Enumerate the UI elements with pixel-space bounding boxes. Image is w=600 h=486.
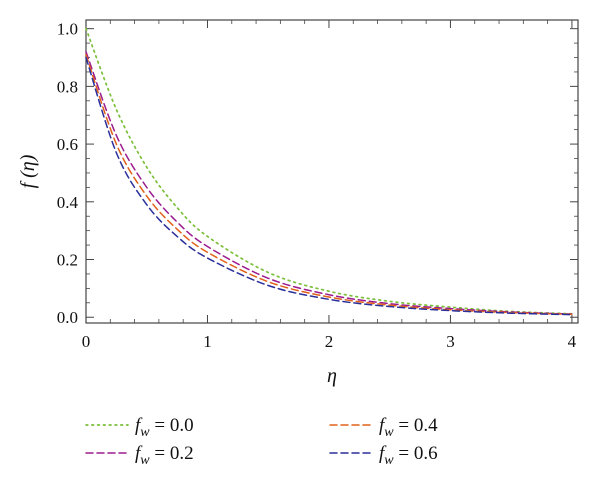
y-tick-label: 0.4 xyxy=(57,193,79,212)
legend-item: fw = 0.0 xyxy=(85,415,194,440)
legend-symbol: f xyxy=(135,415,143,436)
x-tick-label: 4 xyxy=(568,332,577,351)
y-tick-label: 0.0 xyxy=(57,308,78,327)
x-axis-label: η xyxy=(327,365,337,387)
plot-area-border xyxy=(85,19,579,324)
y-tick-label: 0.6 xyxy=(57,135,78,154)
legend-item: fw = 0.4 xyxy=(329,415,438,440)
legend-label: fw = 0.2 xyxy=(135,443,194,468)
legend-label: fw = 0.0 xyxy=(135,415,194,440)
data-series xyxy=(85,27,573,316)
legend-value: = 0.2 xyxy=(150,443,194,464)
legend-value: = 0.4 xyxy=(394,415,438,436)
legend-subscript: w xyxy=(140,425,150,440)
x-tick-label: 3 xyxy=(446,332,455,351)
x-tick-label: 2 xyxy=(325,332,334,351)
legend-item: fw = 0.6 xyxy=(329,443,438,468)
series-line-2 xyxy=(85,53,573,316)
y-tick-label: 1.0 xyxy=(57,20,78,39)
legend-value: = 0.0 xyxy=(150,415,194,436)
y-tick-label: 0.8 xyxy=(57,77,78,96)
legend-subscript: w xyxy=(384,453,394,468)
legend-label: fw = 0.6 xyxy=(379,443,438,468)
series-line-1 xyxy=(85,50,573,315)
legend-label: fw = 0.4 xyxy=(379,415,438,440)
x-tick-label: 0 xyxy=(82,332,91,351)
legend-symbol: f xyxy=(379,415,387,436)
legend: fw = 0.0fw = 0.2fw = 0.4fw = 0.6 xyxy=(85,415,438,468)
y-tick-label: 0.2 xyxy=(57,251,78,270)
legend-item: fw = 0.2 xyxy=(85,443,194,468)
legend-subscript: w xyxy=(384,425,394,440)
plot-frame xyxy=(85,19,579,324)
series-line-0 xyxy=(85,27,573,315)
y-axis-label: f (η) xyxy=(17,154,39,188)
legend-symbol: f xyxy=(135,443,143,464)
legend-subscript: w xyxy=(140,453,150,468)
legend-value: = 0.6 xyxy=(394,443,438,464)
legend-symbol: f xyxy=(379,443,387,464)
axis-ticks: 0 1 2 3 4 0.0 0.2 0.4 0.6 0.8 1.0 xyxy=(57,20,578,351)
x-tick-label: 1 xyxy=(203,332,212,351)
series-line-3 xyxy=(85,56,573,316)
